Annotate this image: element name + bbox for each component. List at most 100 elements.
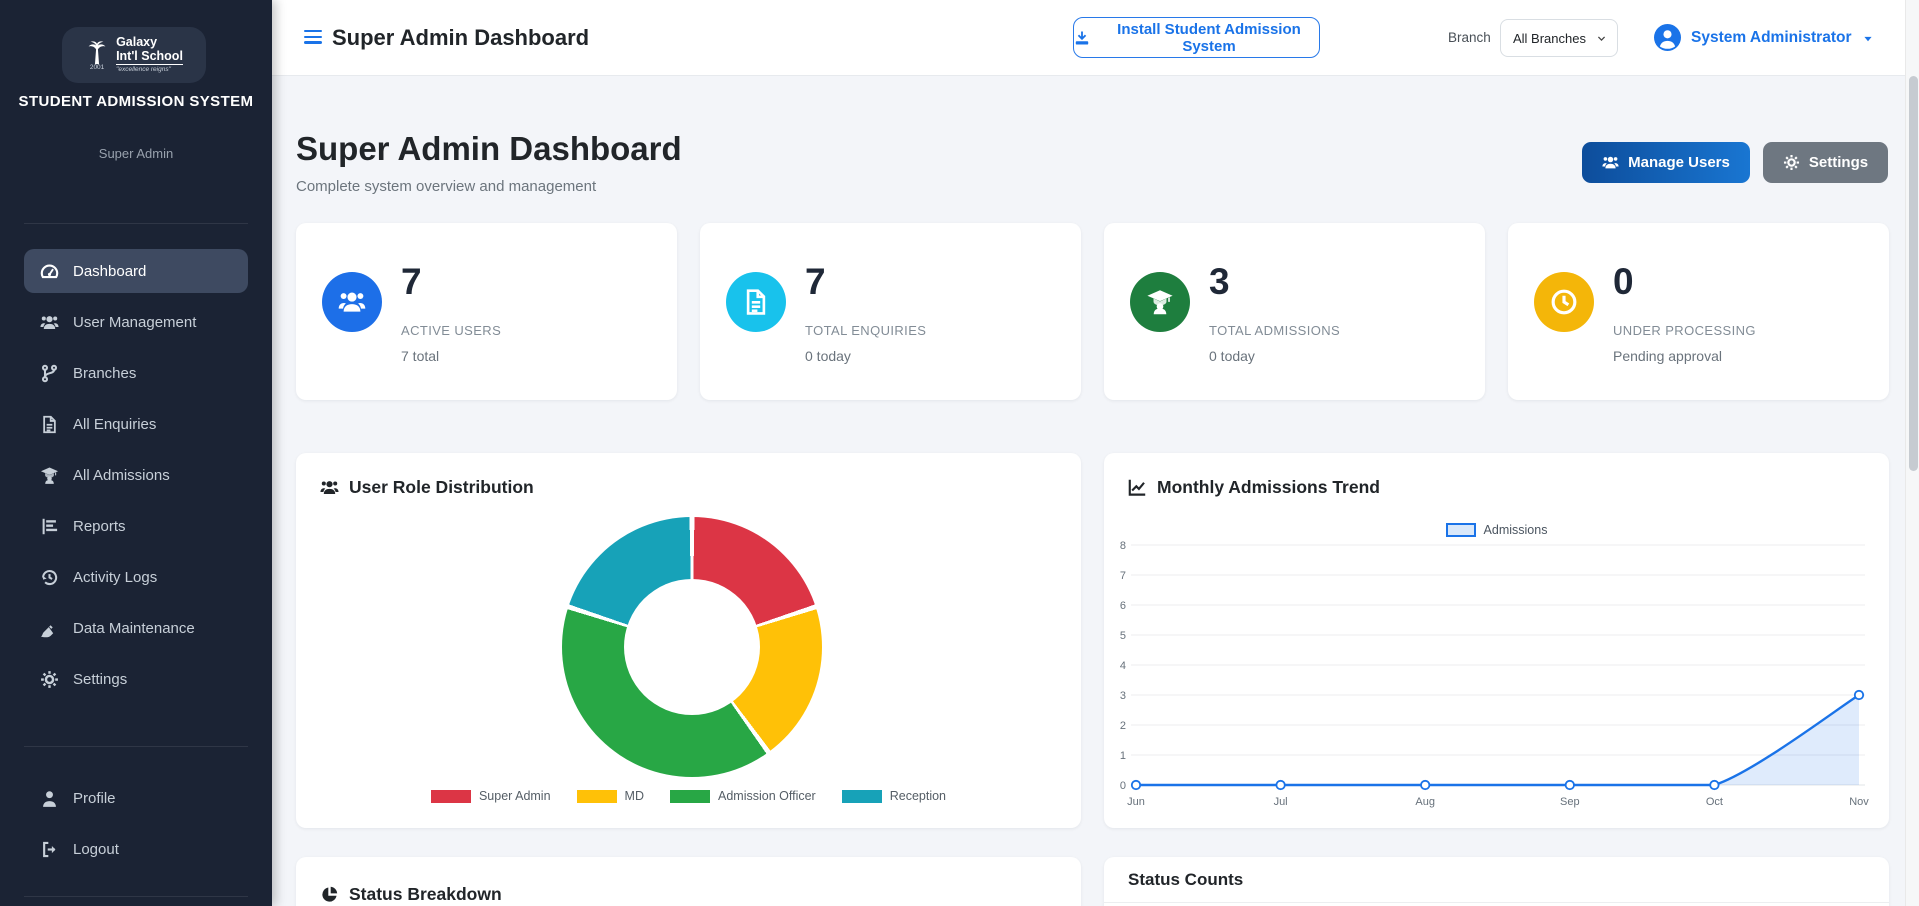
stat-subtext: 7 total <box>401 348 440 364</box>
download-icon <box>1074 30 1090 46</box>
logo-brand-line1: Galaxy <box>116 35 158 50</box>
user-role-distribution-card: User Role Distribution Super Admin MD Admi… <box>296 453 1081 828</box>
sidebar-item-label: Settings <box>73 670 128 688</box>
card-title: Monthly Admissions Trend <box>1128 477 1380 498</box>
top-header: Super Admin Dashboard Install Student Ad… <box>272 0 1905 76</box>
card-title: User Role Distribution <box>320 477 534 498</box>
clock-icon <box>1534 272 1594 332</box>
user-name: System Administrator <box>1691 28 1852 46</box>
user-menu[interactable]: System Administrator <box>1654 0 1874 75</box>
sidebar-item-dashboard[interactable]: Dashboard <box>24 249 248 293</box>
legend-label: Super Admin <box>478 789 551 803</box>
sidebar-item-activity-logs[interactable]: Activity Logs <box>24 555 248 599</box>
sidebar-item-label: Reports <box>73 517 126 535</box>
svg-text:6: 6 <box>1120 600 1126 612</box>
system-title: STUDENT ADMISSION SYSTEM <box>18 93 254 110</box>
legend-item-reception[interactable]: Reception <box>841 789 947 803</box>
chart-bar-icon <box>40 517 59 536</box>
manage-users-button[interactable]: Manage Users <box>1582 142 1750 183</box>
file-icon <box>726 272 786 332</box>
users-icon <box>1602 154 1619 171</box>
legend-item-super-admin[interactable]: Super Admin <box>430 789 551 803</box>
svg-text:4: 4 <box>1120 660 1126 672</box>
stat-subtext: 0 today <box>1209 348 1255 364</box>
sidebar-item-all-enquiries[interactable]: All Enquiries <box>24 402 248 446</box>
stat-value: 0 <box>1613 261 1634 302</box>
sidebar-footer-nav: Profile Logout <box>24 776 248 878</box>
stat-card-total-enquiries: 7 TOTAL ENQUIRIES 0 today <box>700 223 1081 400</box>
hamburger-menu-icon[interactable] <box>304 30 322 45</box>
sidebar-item-label: User Management <box>73 313 197 331</box>
sidebar-nav: Dashboard User Management Branches All Enqu… <box>24 249 248 708</box>
stat-card-total-admissions: 3 TOTAL ADMISSIONS 0 today <box>1104 223 1485 400</box>
svg-text:Jul: Jul <box>1274 796 1288 808</box>
stat-label: TOTAL ADMISSIONS <box>1209 323 1341 338</box>
branch-select[interactable]: All Branches <box>1500 19 1618 57</box>
logo-brand-line2: Int'l School <box>116 49 183 65</box>
svg-text:8: 8 <box>1120 540 1126 552</box>
legend-label: MD <box>624 789 644 803</box>
sidebar-item-logout[interactable]: Logout <box>24 827 248 871</box>
stat-label: UNDER PROCESSING <box>1613 323 1756 338</box>
card-header: Status Counts <box>1104 857 1889 903</box>
svg-text:3: 3 <box>1120 690 1126 702</box>
svg-text:Aug: Aug <box>1415 796 1435 808</box>
chevron-down-icon <box>1596 33 1607 44</box>
sidebar-item-user-management[interactable]: User Management <box>24 300 248 344</box>
broom-icon <box>40 619 59 638</box>
legend-swatch <box>576 789 617 803</box>
branch-icon <box>40 364 59 383</box>
svg-text:7: 7 <box>1120 570 1126 582</box>
legend-swatch <box>430 789 471 803</box>
sidebar-item-profile[interactable]: Profile <box>24 776 248 820</box>
legend-item-admission-officer[interactable]: Admission Officer <box>670 789 816 803</box>
branch-label: Branch <box>1448 30 1491 45</box>
school-logo: 2001 Galaxy Int'l School "excellence rei… <box>62 27 206 83</box>
stat-card-under-processing: 0 UNDER PROCESSING Pending approval <box>1508 223 1889 400</box>
page-title: Super Admin Dashboard <box>296 130 682 167</box>
legend-label: Reception <box>889 789 947 803</box>
sidebar-item-label: All Admissions <box>73 466 170 484</box>
donut-legend: Super Admin MD Admission Officer Reception <box>296 789 1081 803</box>
sidebar-item-branches[interactable]: Branches <box>24 351 248 395</box>
sidebar-item-settings[interactable]: Settings <box>24 657 248 701</box>
svg-text:Jun: Jun <box>1127 796 1145 808</box>
user-role-donut-chart <box>562 517 822 777</box>
settings-button[interactable]: Settings <box>1763 142 1888 183</box>
gauge-icon <box>40 262 59 281</box>
stat-subtext: Pending approval <box>1613 348 1722 364</box>
scrollbar-track[interactable] <box>1905 0 1919 906</box>
status-counts-card: Status Counts <box>1104 857 1889 906</box>
file-icon <box>40 415 59 434</box>
sidebar-item-data-maintenance[interactable]: Data Maintenance <box>24 606 248 650</box>
legend-item-md[interactable]: MD <box>576 789 644 803</box>
sidebar-divider <box>24 746 248 747</box>
scrollbar-thumb[interactable] <box>1908 76 1918 471</box>
signout-icon <box>40 840 59 859</box>
caret-down-icon <box>1862 30 1874 45</box>
page-subtitle: Complete system overview and management <box>296 178 597 195</box>
stat-card-active-users: 7 ACTIVE USERS 7 total <box>296 223 677 400</box>
stat-value: 3 <box>1209 261 1230 302</box>
legend-swatch <box>1445 523 1476 537</box>
legend-swatch <box>841 789 882 803</box>
users-icon <box>320 478 339 497</box>
sidebar-item-label: Profile <box>73 789 116 807</box>
legend-swatch <box>670 789 710 803</box>
pie-chart-icon <box>320 885 339 904</box>
sidebar-item-all-admissions[interactable]: All Admissions <box>24 453 248 497</box>
sidebar-item-label: Dashboard <box>73 262 147 280</box>
role-label: Super Admin <box>98 146 174 161</box>
install-app-button[interactable]: Install Student Admission System <box>1073 17 1320 58</box>
sidebar-item-reports[interactable]: Reports <box>24 504 248 548</box>
history-icon <box>40 568 59 587</box>
trend-legend-item[interactable]: Admissions <box>1104 523 1889 537</box>
stat-subtext: 0 today <box>805 348 851 364</box>
sidebar-divider <box>24 223 248 224</box>
user-icon <box>40 789 59 808</box>
palm-tree-logo-icon: 2001 <box>85 40 109 71</box>
card-title: Status Breakdown <box>320 884 502 905</box>
sidebar-item-label: All Enquiries <box>73 415 157 433</box>
svg-text:0: 0 <box>1120 780 1126 792</box>
